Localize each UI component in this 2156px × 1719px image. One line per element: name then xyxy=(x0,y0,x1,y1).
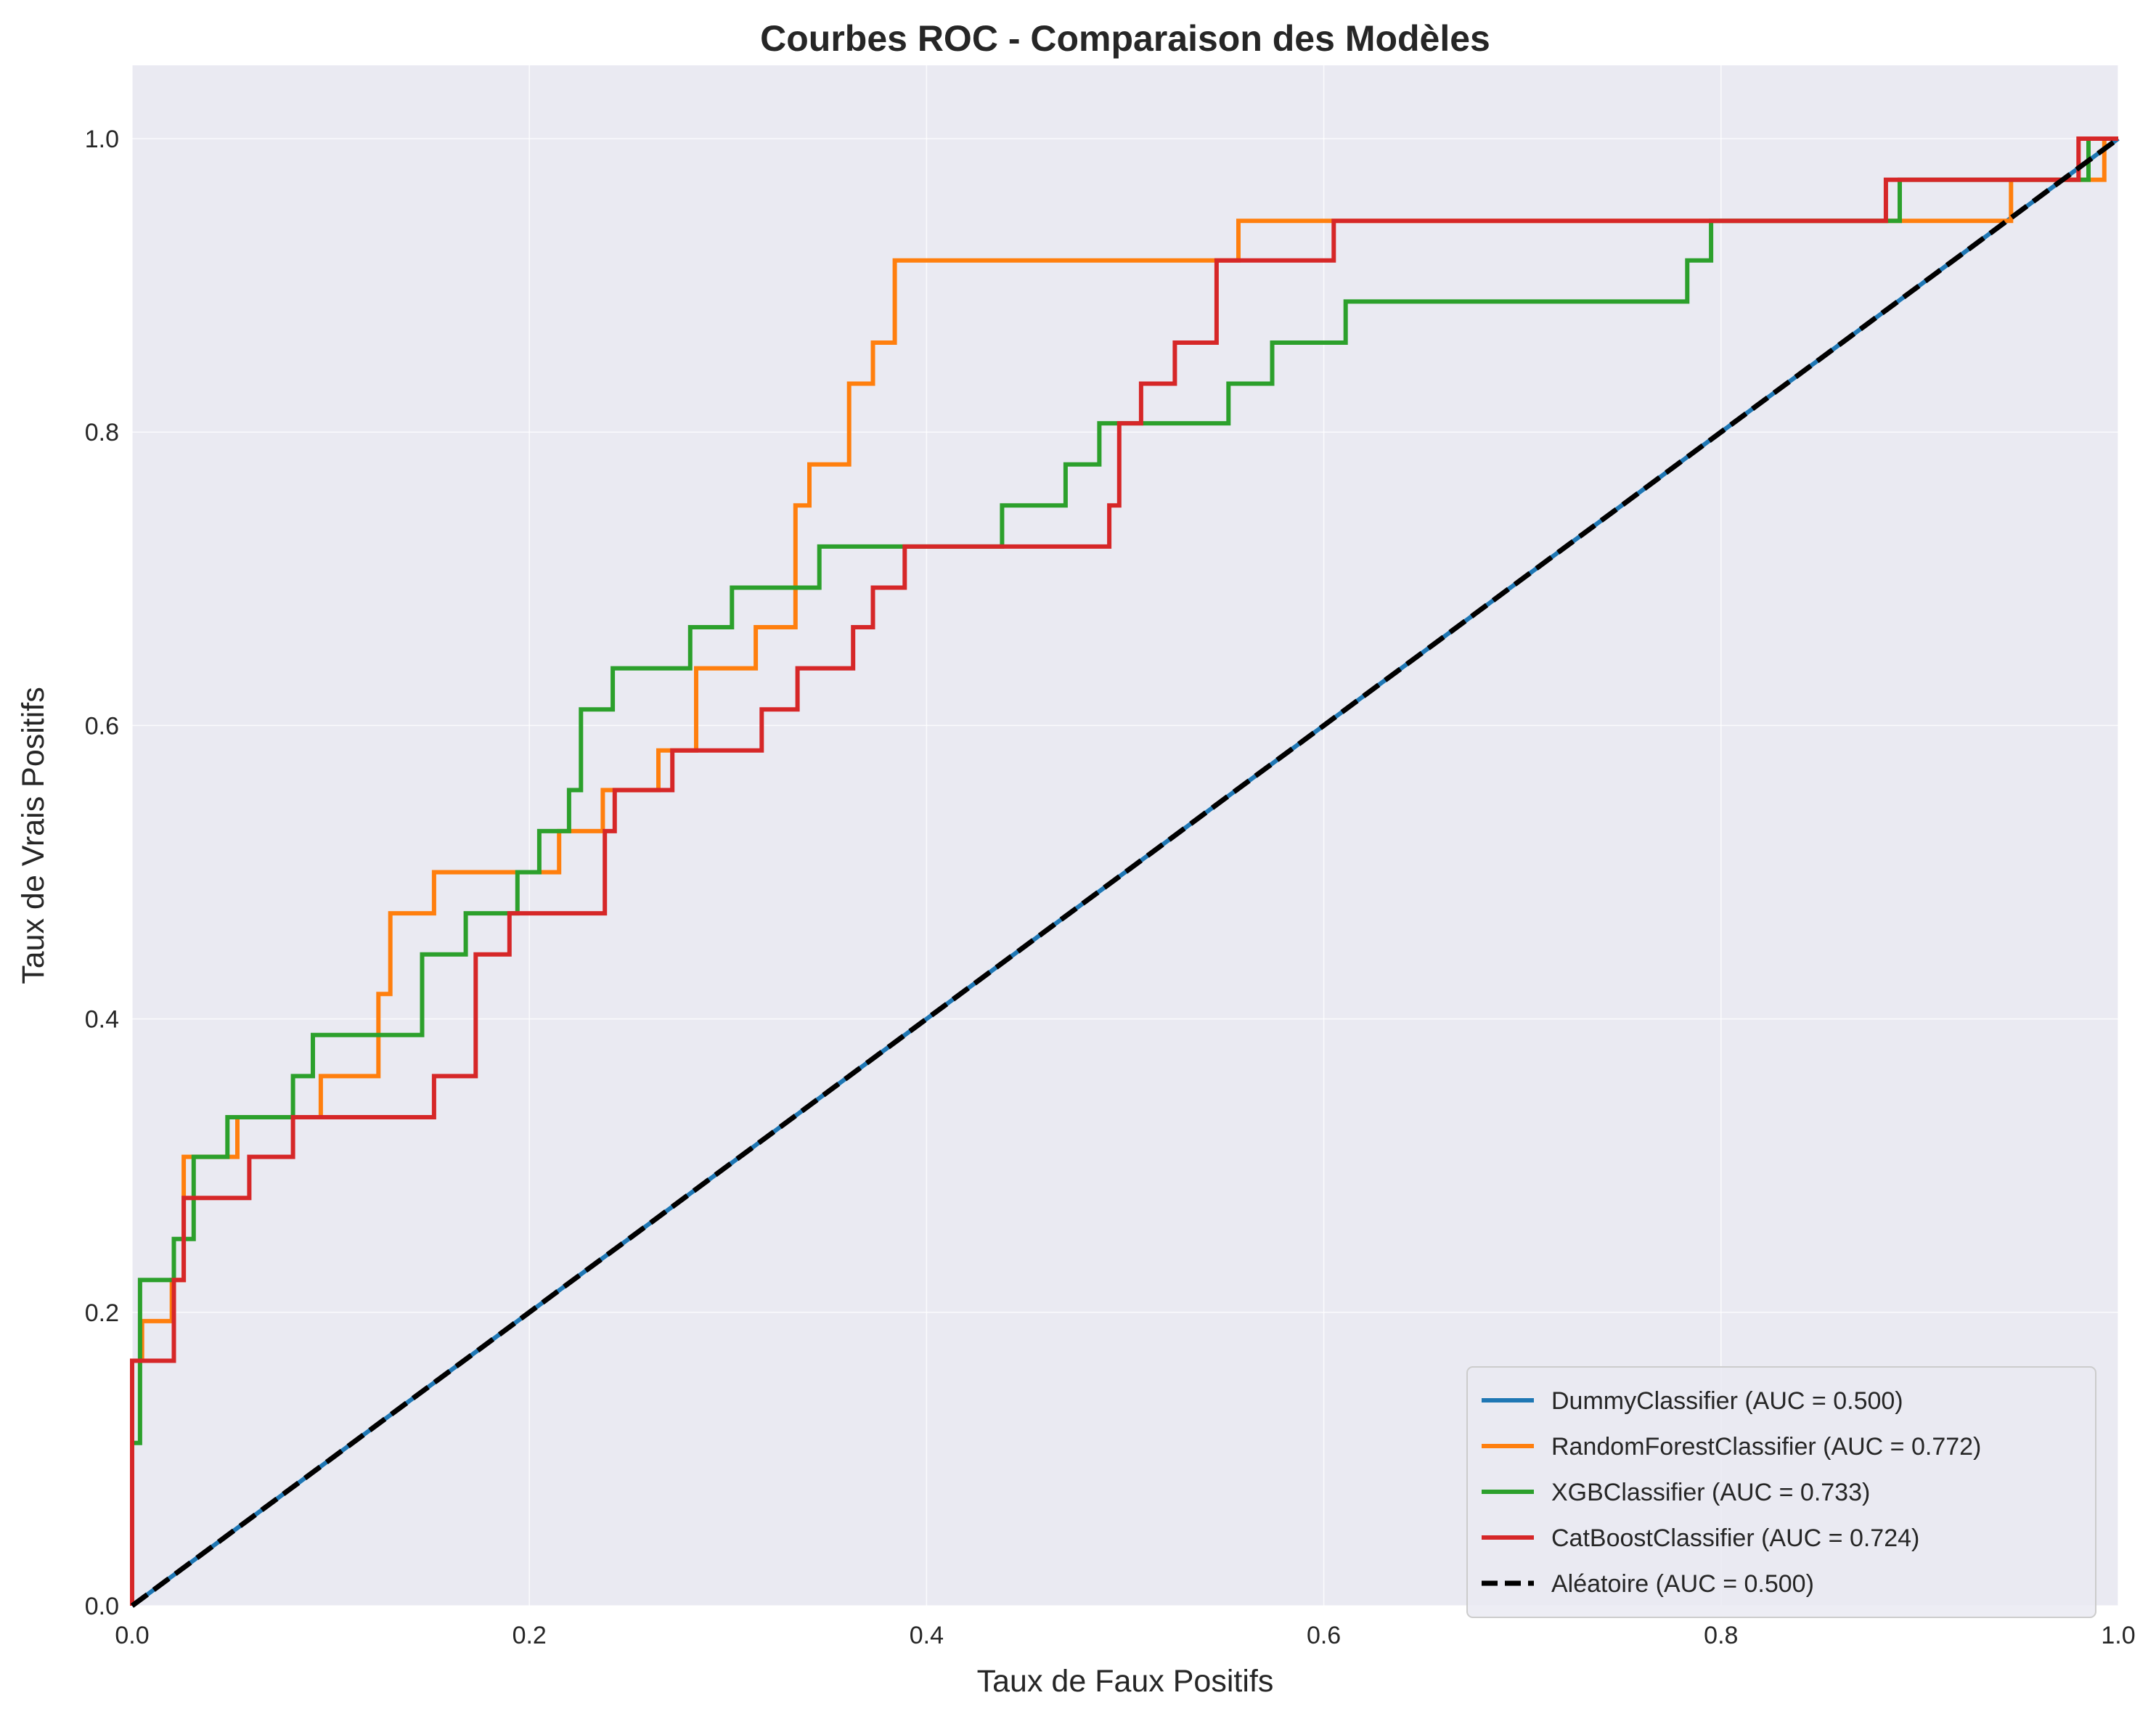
series-layer xyxy=(130,136,2120,1608)
legend-box xyxy=(1466,1366,2096,1618)
legend-label: DummyClassifier (AUC = 0.500) xyxy=(1551,1387,1903,1415)
legend-label: XGBClassifier (AUC = 0.733) xyxy=(1551,1479,1870,1506)
series-line-4 xyxy=(130,136,2120,1608)
x-tick-label: 0.6 xyxy=(1307,1622,1341,1649)
y-tick-label: 0.4 xyxy=(85,1006,119,1034)
legend-label: Aléatoire (AUC = 0.500) xyxy=(1551,1570,1814,1598)
y-tick-label: 1.0 xyxy=(85,126,119,153)
x-axis-label: Taux de Faux Positifs xyxy=(977,1664,1274,1699)
x-tick-label: 0.4 xyxy=(910,1622,944,1649)
y-axis-label: Taux de Vrais Positifs xyxy=(16,687,51,984)
chart-title: Courbes ROC - Comparaison des Modèles xyxy=(760,18,1490,59)
tick-layer: 0.0 0.2 0.4 0.6 0.8 1.0 0.0 0.2 0.4 0.6 0.8 1.0 xyxy=(85,126,2136,1649)
y-tick-label: 0.0 xyxy=(85,1593,119,1620)
y-tick-label: 0.8 xyxy=(85,419,119,446)
legend-label: CatBoostClassifier (AUC = 0.724) xyxy=(1551,1524,1919,1552)
x-tick-label: 0.2 xyxy=(513,1622,547,1649)
legend-label: RandomForestClassifier (AUC = 0.772) xyxy=(1551,1433,1981,1461)
y-tick-label: 0.2 xyxy=(85,1299,119,1327)
x-tick-label: 0.0 xyxy=(115,1622,149,1649)
x-tick-label: 0.8 xyxy=(1704,1622,1738,1649)
series-line-3 xyxy=(130,136,2118,1606)
y-tick-label: 0.6 xyxy=(85,712,119,740)
legend: DummyClassifier (AUC = 0.500) RandomFores… xyxy=(1466,1366,2096,1618)
x-tick-label: 1.0 xyxy=(2101,1622,2135,1649)
series-line-2 xyxy=(130,136,2118,1606)
plot-area xyxy=(132,65,2118,1606)
